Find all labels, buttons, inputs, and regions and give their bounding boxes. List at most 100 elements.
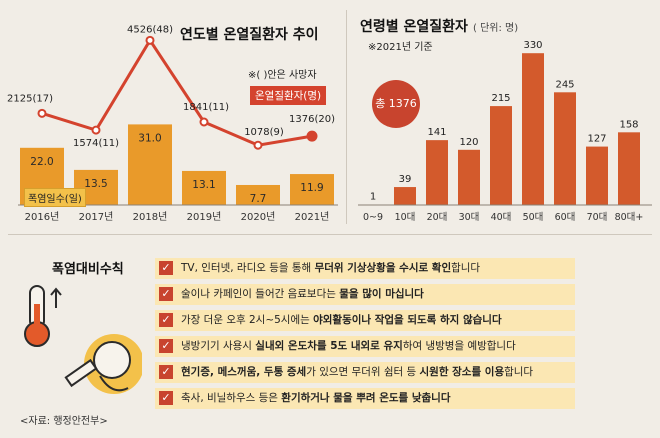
drinking-person-icon bbox=[64, 334, 142, 394]
panel-divider-horizontal bbox=[8, 234, 652, 235]
age-tick-label: 30대 bbox=[459, 212, 480, 223]
age-tick-label: 60대 bbox=[555, 212, 576, 223]
tip-item: ✓ 축사, 비닐하우스 등은 환기하거나 물을 뿌려 온도를 낮춥니다 bbox=[155, 388, 575, 409]
age-tick-label: 20대 bbox=[427, 212, 448, 223]
tip-item: ✓ 술이나 카페인이 들어간 음료보다는 물을 많이 마십니다 bbox=[155, 284, 575, 305]
tip-text: 가 있으면 무더위 쉼터 등 bbox=[306, 366, 420, 378]
age-bar bbox=[490, 106, 512, 205]
age-note: ※2021년 기준 bbox=[368, 42, 433, 53]
tip-text: 냉방기기 사용시 bbox=[181, 340, 256, 352]
age-bar-label: 330 bbox=[523, 40, 542, 51]
age-panel: 연령별 온열질환자 ( 단위: 명) ※2021년 기준 총 1376 1 39 1… bbox=[350, 0, 660, 232]
age-bar-label: 127 bbox=[587, 134, 606, 145]
age-tick-label: 0~9 bbox=[363, 212, 383, 223]
tips-title: 폭염대비수칙 bbox=[52, 262, 124, 277]
tip-text: 술이나 카페인이 들어간 음료보다는 bbox=[181, 288, 340, 300]
tip-emphasis: 환기하거나 물을 뿌려 온도를 낮춥니다 bbox=[281, 392, 451, 404]
tip-emphasis: 야외활동이나 작업을 되도록 하지 않습니다 bbox=[313, 314, 502, 326]
tip-text: 합니다 bbox=[504, 366, 534, 378]
tip-item: ✓ TV, 인터넷, 라디오 등을 통해 무더위 기상상황을 수시로 확인합니다 bbox=[155, 258, 575, 279]
tip-emphasis: 무더위 기상상황을 수시로 확인 bbox=[314, 262, 452, 274]
annual-chart-svg: 22.0 13.5 31.0 13.1 7.7 11.9 2125(17) 1574(11)… bbox=[7, 24, 338, 223]
checkmark-icon: ✓ bbox=[159, 287, 173, 301]
patients-point bbox=[253, 140, 263, 150]
age-chart-title: 연령별 온열질환자 bbox=[360, 19, 468, 35]
age-bar-label: 120 bbox=[459, 137, 478, 148]
days-legend: 폭염일수(일) bbox=[24, 188, 86, 207]
days-bar-label: 22.0 bbox=[30, 156, 53, 168]
age-unit: ( 단위: 명) bbox=[473, 23, 519, 34]
days-bar-label: 13.5 bbox=[84, 178, 107, 190]
checkmark-icon: ✓ bbox=[159, 365, 173, 379]
tip-emphasis: 물을 많이 마십니다 bbox=[339, 288, 424, 300]
days-bar bbox=[128, 124, 172, 205]
patients-legend: 온열질환자(명) bbox=[250, 86, 327, 105]
checkmark-icon: ✓ bbox=[159, 391, 173, 405]
patients-point bbox=[306, 130, 318, 142]
patients-point bbox=[91, 125, 101, 135]
year-tick-label: 2020년 bbox=[241, 211, 276, 223]
year-tick-label: 2016년 bbox=[25, 211, 60, 223]
tip-text: 가장 더운 오후 2시~5시에는 bbox=[181, 314, 314, 326]
checkmark-icon: ✓ bbox=[159, 261, 173, 275]
age-bar-label: 1 bbox=[370, 192, 376, 203]
tip-text: 축사, 비닐하우스 등은 bbox=[181, 392, 282, 404]
days-bar bbox=[290, 174, 334, 205]
patients-point-label: 1078(9) bbox=[244, 127, 284, 138]
checkmark-icon: ✓ bbox=[159, 313, 173, 327]
patients-point-label: 2125(17) bbox=[7, 93, 53, 104]
tip-text: 합니다 bbox=[451, 262, 481, 274]
patients-point bbox=[199, 117, 209, 127]
age-bar bbox=[426, 140, 448, 205]
age-bar bbox=[394, 187, 416, 205]
tip-item: ✓ 가장 더운 오후 2시~5시에는 야외활동이나 작업을 되도록 하지 않습니… bbox=[155, 310, 575, 331]
days-bar-label: 13.1 bbox=[192, 179, 215, 191]
tips-panel: 폭염대비수칙 <자료: 행정안전부> ✓ TV, 인터넷, 라디오 등을 통해 … bbox=[0, 236, 660, 438]
patients-point bbox=[37, 108, 47, 118]
patients-point-label: 1376(20) bbox=[289, 114, 335, 125]
age-bar bbox=[554, 92, 576, 205]
tip-item: ✓ 현기증, 메스꺼움, 두통 증세가 있으면 무더위 쉼터 등 시원한 장소를… bbox=[155, 362, 575, 383]
age-bar-label: 141 bbox=[427, 127, 446, 138]
deaths-note: ※( )안은 사망자 bbox=[248, 70, 317, 81]
patients-point bbox=[145, 35, 155, 45]
tip-emphasis: 시원한 장소를 이용 bbox=[419, 366, 505, 378]
age-tick-label: 70대 bbox=[587, 212, 608, 223]
days-bar-label: 31.0 bbox=[138, 132, 161, 144]
tip-text: TV, 인터넷, 라디오 등을 통해 bbox=[181, 262, 315, 274]
year-tick-label: 2021년 bbox=[295, 211, 330, 223]
tip-text: 하여 냉방병을 예방합니다 bbox=[402, 340, 516, 352]
thermometer-icon bbox=[24, 285, 62, 347]
days-bar-label: 7.7 bbox=[250, 193, 267, 205]
age-bar-label: 215 bbox=[491, 93, 510, 104]
patients-line bbox=[41, 37, 313, 147]
age-tick-label: 40대 bbox=[491, 212, 512, 223]
year-tick-label: 2019년 bbox=[187, 211, 222, 223]
tip-emphasis: 현기증, 메스꺼움, 두통 증세 bbox=[181, 366, 307, 378]
age-total-badge: 총 1376 bbox=[372, 80, 420, 128]
patients-point-label: 4526(48) bbox=[127, 24, 173, 35]
age-bar-label: 39 bbox=[399, 174, 412, 185]
year-tick-label: 2018년 bbox=[133, 211, 168, 223]
year-tick-label: 2017년 bbox=[79, 211, 114, 223]
tip-emphasis: 실내외 온도차를 5도 내외로 유지 bbox=[255, 340, 403, 352]
annual-chart-title: 연도별 온열질환자 추이 bbox=[180, 27, 319, 43]
age-bar bbox=[586, 146, 608, 205]
checkmark-icon: ✓ bbox=[159, 339, 173, 353]
age-tick-label: 80대+ bbox=[615, 212, 644, 223]
patients-point-label: 1841(11) bbox=[183, 102, 229, 113]
age-bar bbox=[618, 132, 640, 205]
days-bar bbox=[236, 184, 280, 205]
days-bar bbox=[182, 170, 226, 205]
source-note: <자료: 행정안전부> bbox=[20, 416, 108, 427]
age-tick-label: 10대 bbox=[395, 212, 416, 223]
age-chart-svg: 1 39 141 120 215 330 245 127 158 0~9 10대 20대 30대 40대… bbox=[358, 40, 652, 223]
days-bar-label: 11.9 bbox=[300, 182, 323, 194]
age-bar bbox=[458, 149, 480, 205]
tip-item: ✓ 냉방기기 사용시 실내외 온도차를 5도 내외로 유지하여 냉방병을 예방합… bbox=[155, 336, 575, 357]
panel-divider-vertical bbox=[346, 10, 347, 224]
age-bar-label: 245 bbox=[555, 79, 574, 90]
patients-point-label: 1574(11) bbox=[73, 138, 119, 149]
age-bar bbox=[522, 53, 544, 206]
annual-trend-panel: 연도별 온열질환자 추이 ※( )안은 사망자 온열질환자(명) 22.0 13.… bbox=[0, 0, 344, 232]
